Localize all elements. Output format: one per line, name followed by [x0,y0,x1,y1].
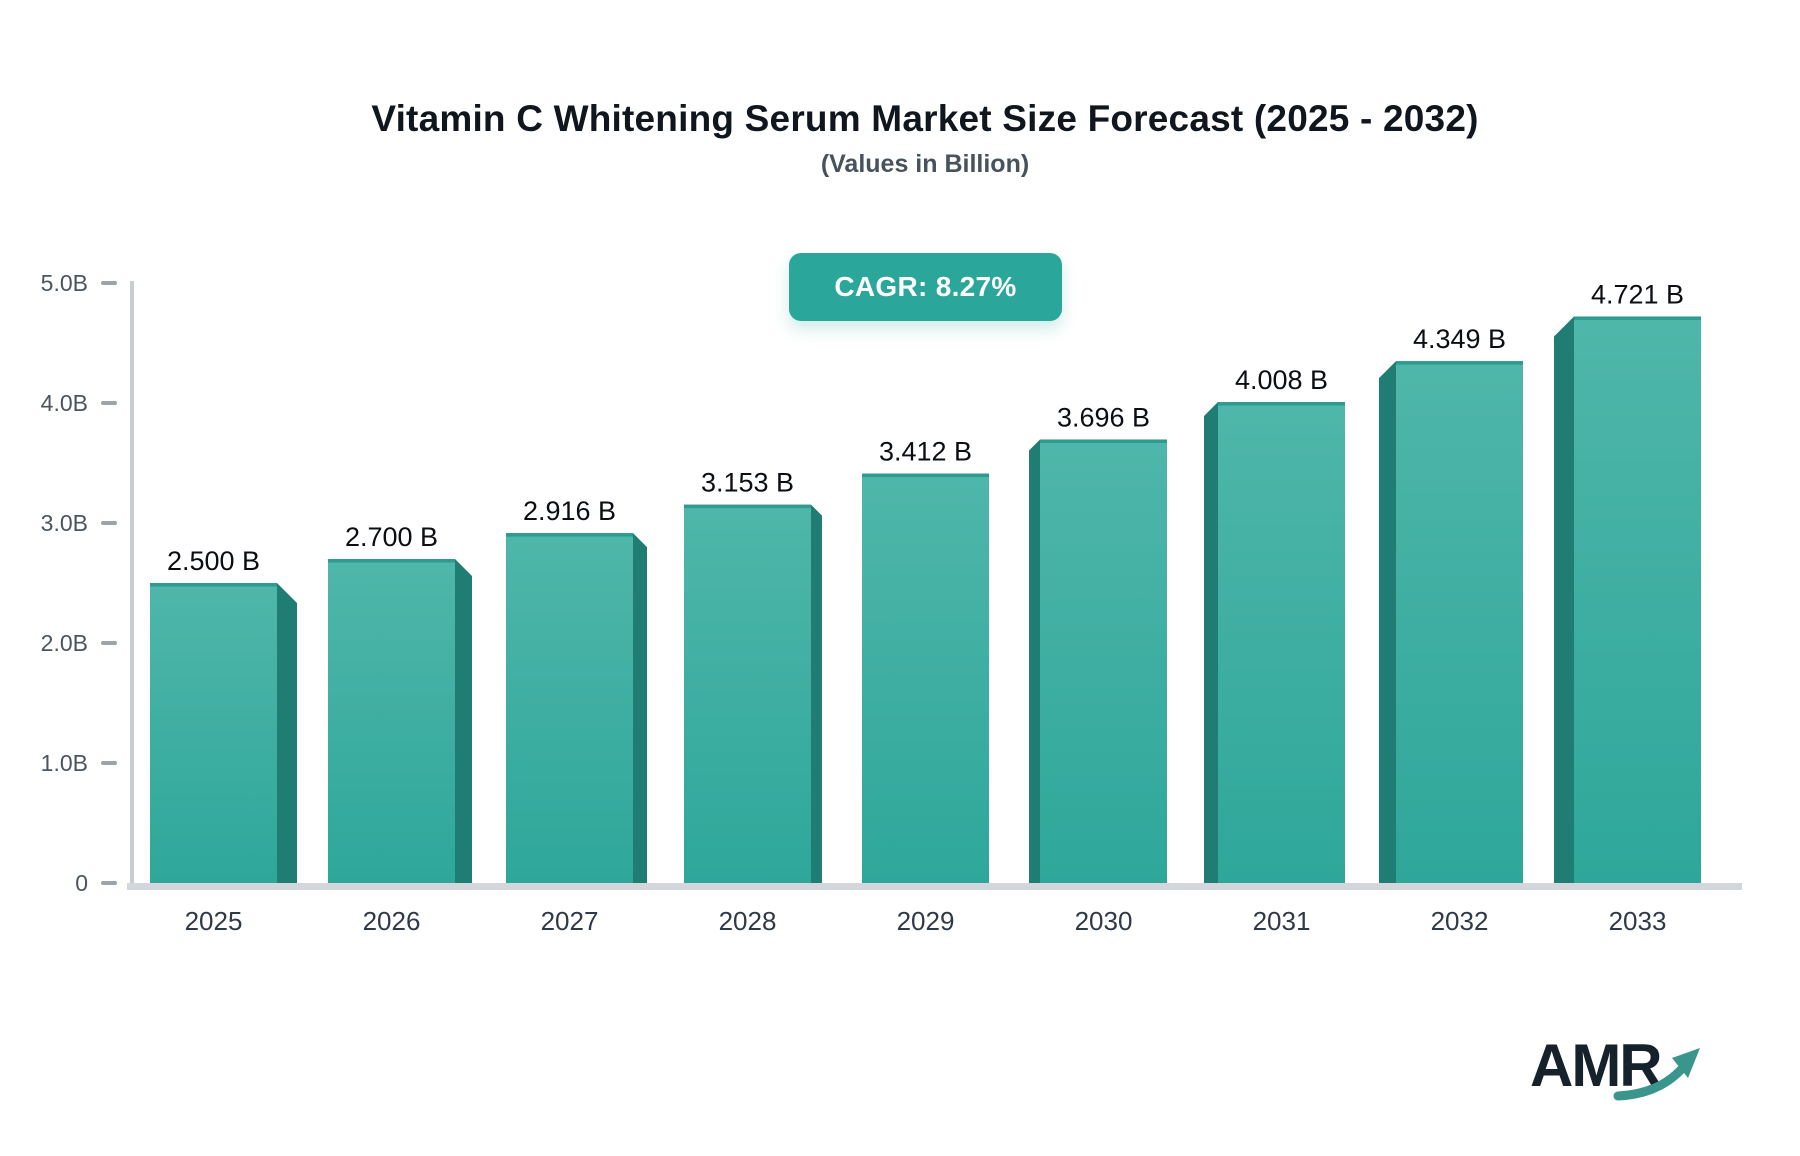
y-axis-tick-label: 4.0B [41,390,88,416]
bar-2033-side-face [1554,316,1574,884]
bar-2028 [684,504,811,883]
bar-value-label: 3.153 B [701,468,794,498]
bar-value-label: 4.349 B [1413,324,1506,354]
bar-2031 [1218,402,1345,883]
x-axis-label: 2026 [363,906,421,936]
bar-value-label: 4.721 B [1591,279,1684,309]
x-axis-label: 2025 [185,906,243,936]
y-axis-tick-label: 5.0B [41,270,88,296]
bar-2028-top-edge [684,504,811,509]
chart-title: Vitamin C Whitening Serum Market Size Fo… [371,98,1479,139]
bar-2031-side-face [1204,402,1218,883]
bar-2025-side-face [277,583,297,883]
y-axis-tick [101,521,117,525]
bar-2025-top-edge [150,583,277,587]
bar-2032-top-edge [1396,361,1523,365]
bar-2032 [1396,361,1523,883]
chart-subtitle: (Values in Billion) [820,150,1030,178]
y-axis-tick-label: 2.0B [41,630,88,656]
bar-2030-side-face [1029,439,1040,883]
cagr-badge-label: CAGR: 8.27% [834,271,1017,302]
bar-2028-side-face [811,504,822,883]
amr-logo: AMR [1520,1028,1750,1132]
y-axis-tick [101,281,117,285]
y-axis-tick-label: 1.0B [41,750,88,776]
bar-2030 [1040,439,1167,883]
bar-2033-top-edge [1574,316,1701,320]
y-axis-tick [101,881,117,885]
bar-value-label: 3.412 B [879,437,972,467]
bar-2027-top-edge [506,533,633,537]
bar-2026-top-edge [328,559,455,563]
logo-arrow-head-icon [1672,1048,1700,1078]
bar-2033 [1574,316,1701,884]
bar-value-label: 3.696 B [1057,402,1150,432]
bar-2030-top-edge [1040,439,1167,443]
y-axis-tick-label: 3.0B [41,510,88,536]
bar-2027-side-face [633,533,647,883]
bar-2026 [328,559,455,883]
x-axis-label: 2031 [1253,906,1311,936]
y-axis-tick-label: 0 [75,870,88,896]
y-axis-tick [101,641,117,645]
x-axis-label: 2032 [1431,906,1489,936]
bar-value-label: 4.008 B [1235,365,1328,395]
bar-value-label: 2.700 B [345,522,438,552]
bar-2031-top-edge [1218,402,1345,406]
bar-2025 [150,583,277,883]
bar-2029-top-edge [862,473,989,478]
x-axis-label: 2029 [897,906,955,936]
x-axis-baseline [127,883,1742,890]
x-axis-label: 2030 [1075,906,1133,936]
bar-2026-side-face [455,559,472,883]
bar-2027 [506,533,633,883]
y-axis-line [130,281,134,890]
x-axis-label: 2027 [541,906,599,936]
bar-value-label: 2.500 B [167,546,260,576]
bar-2029 [862,473,989,883]
x-axis-label: 2033 [1609,906,1667,936]
y-axis-tick [101,401,117,405]
cagr-badge: CAGR: 8.27% [789,253,1062,321]
bar-2032-side-face [1379,361,1396,883]
bar-value-label: 2.916 B [523,496,616,526]
x-axis-label: 2028 [719,906,777,936]
y-axis-tick [101,761,117,765]
